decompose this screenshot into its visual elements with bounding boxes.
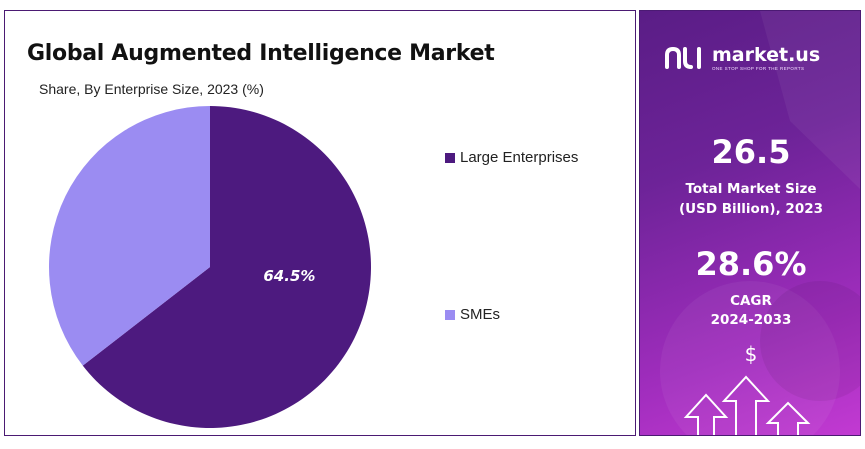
brand-tagline: ONE STOP SHOP FOR THE REPORTS xyxy=(712,66,805,71)
legend-label-large-enterprises: Large Enterprises xyxy=(460,149,579,166)
cagr-period: 2024-2033 xyxy=(710,312,792,328)
chart-panel: Global Augmented Intelligence Market Sha… xyxy=(4,10,636,436)
brand: market.us ONE STOP SHOP FOR THE REPORTS xyxy=(664,45,820,71)
cagr-label: CAGR xyxy=(730,293,772,309)
cagr-value: 28.6% xyxy=(695,245,807,283)
brand-name: market.us xyxy=(712,44,821,66)
pie-slice-large-enterprises xyxy=(82,106,371,428)
market-size-value: 26.5 xyxy=(711,133,791,171)
legend-item-smes: SMEs xyxy=(445,306,500,323)
dollar-icon: $ xyxy=(744,342,758,366)
legend-swatch-large-enterprises xyxy=(445,152,455,163)
chart-title: Global Augmented Intelligence Market xyxy=(27,41,495,66)
market-us-logo-icon xyxy=(665,46,701,69)
market-size-label-line2: (USD Billion), 2023 xyxy=(678,201,824,217)
legend-item-large-enterprises: Large Enterprises xyxy=(445,149,578,166)
chart-subtitle: Share, By Enterprise Size, 2023 (%) xyxy=(39,81,264,97)
info-panel: market.us ONE STOP SHOP FOR THE REPORTS … xyxy=(639,10,861,436)
pie-data-label-large-enterprises: 64.5% xyxy=(263,267,315,285)
up-arrow-icon xyxy=(683,375,811,435)
legend-label-smes: SMEs xyxy=(460,306,501,323)
pie-slice-smes xyxy=(48,106,210,366)
market-size-label-line1: Total Market Size xyxy=(685,181,817,197)
pie-chart: 64.5% xyxy=(48,106,371,428)
legend-swatch-smes xyxy=(445,309,455,320)
